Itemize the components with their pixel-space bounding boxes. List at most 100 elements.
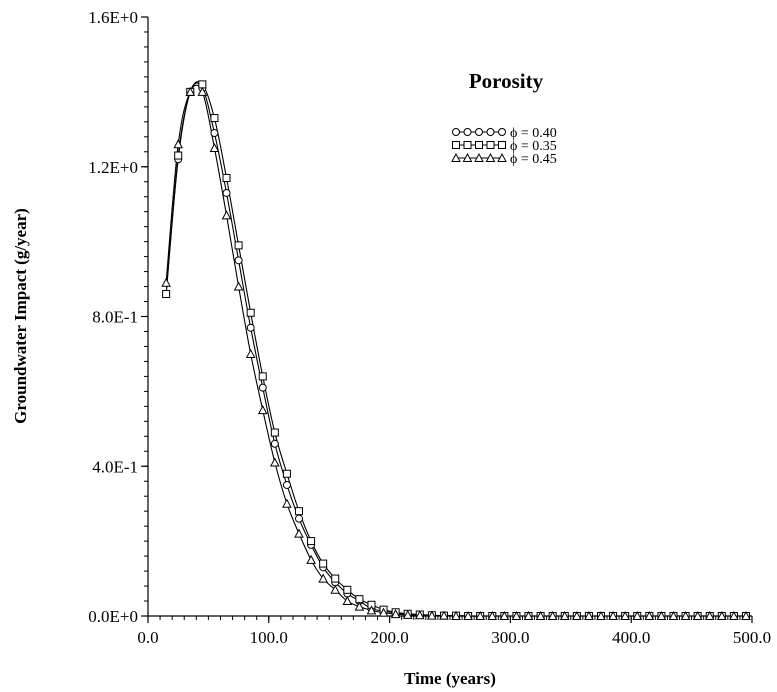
data-point-triangle	[632, 610, 643, 620]
data-point-triangle	[692, 610, 703, 620]
legend-marker-triangle	[474, 152, 484, 162]
data-point-square	[258, 372, 267, 381]
data-point-triangle	[197, 86, 208, 96]
legend-marker-triangle	[485, 152, 496, 162]
legend-marker-circle	[486, 128, 495, 136]
data-point-square	[162, 290, 171, 299]
data-point-triangle	[523, 610, 534, 620]
legend-title: Porosity	[469, 69, 544, 93]
data-point-triangle	[354, 601, 365, 611]
data-point-triangle	[402, 609, 413, 619]
data-point-circle	[258, 383, 267, 392]
legend-marker-square	[498, 141, 506, 149]
x-tick-label: 300.0	[491, 628, 529, 647]
data-point-triangle	[257, 405, 268, 415]
y-tick-label: 8.0E-1	[92, 308, 138, 327]
legend-marker-circle	[452, 128, 460, 136]
x-axis-title: Time (years)	[404, 669, 496, 688]
data-point-triangle	[559, 610, 570, 620]
data-point-triangle	[209, 142, 220, 153]
data-point-circle	[234, 256, 243, 265]
data-point-circle	[210, 129, 219, 138]
y-tick-label: 1.6E+0	[88, 8, 138, 27]
data-point-triangle	[680, 610, 691, 620]
y-tick-label: 4.0E-1	[92, 457, 138, 476]
x-tick-label: 100.0	[250, 628, 288, 647]
data-point-triangle	[644, 610, 655, 620]
data-point-triangle	[511, 610, 522, 620]
data-point-square	[234, 241, 243, 250]
legend-marker-circle	[498, 128, 506, 136]
data-point-triangle	[342, 595, 353, 606]
data-point-triangle	[439, 610, 449, 620]
data-point-triangle	[704, 610, 715, 620]
legend-marker-triangle	[451, 152, 461, 162]
data-point-triangle	[475, 610, 486, 620]
y-tick-label: 0.0E+0	[88, 607, 138, 626]
data-point-triangle	[716, 610, 727, 620]
data-point-triangle	[451, 610, 461, 620]
data-point-triangle	[282, 498, 292, 508]
legend: Porosity ϕ = 0.40ϕ = 0.35ϕ = 0.45	[451, 69, 557, 167]
data-point-square	[222, 173, 231, 182]
data-point-circle	[222, 188, 231, 197]
data-point-circle	[282, 480, 291, 489]
data-point-triangle	[306, 554, 316, 564]
data-point-circle	[270, 439, 279, 448]
x-tick-label: 0.0	[137, 628, 158, 647]
data-point-square	[307, 537, 316, 546]
data-point-square	[270, 428, 279, 437]
data-point-square	[246, 308, 255, 317]
legend-marker-circle	[463, 128, 472, 136]
x-tick-label: 200.0	[370, 628, 408, 647]
data-point-circle	[246, 323, 255, 332]
legend-marker-square	[475, 141, 483, 149]
legend-label: ϕ = 0.45	[510, 152, 557, 167]
data-point-triangle	[584, 610, 594, 620]
data-point-triangle	[487, 610, 498, 620]
data-point-triangle	[318, 573, 328, 583]
x-tick-label: 500.0	[733, 628, 771, 647]
data-point-triangle	[414, 610, 425, 620]
data-point-triangle	[390, 609, 401, 619]
legend-marker-square	[486, 141, 495, 149]
data-point-circle	[295, 514, 303, 523]
data-point-square	[343, 585, 352, 594]
x-tick-label: 400.0	[612, 628, 650, 647]
data-point-triangle	[185, 86, 196, 96]
legend-marker-circle	[475, 128, 483, 136]
plot-area: 0.0E+0 4.0E-1 8.0E-1 1.2E+0 1.6E+0 0.0 100.0 2…	[88, 8, 771, 647]
legend-marker-square	[463, 141, 472, 149]
data-point-triangle	[366, 605, 377, 615]
data-point-triangle	[535, 610, 546, 620]
series-markers	[161, 80, 751, 620]
data-point-triangle	[233, 281, 244, 291]
data-point-square	[210, 114, 219, 123]
data-point-triangle	[173, 139, 184, 149]
data-point-square	[331, 574, 340, 583]
data-point-triangle	[499, 610, 510, 620]
data-point-triangle	[547, 610, 558, 620]
data-point-triangle	[572, 610, 582, 620]
data-point-triangle	[330, 584, 341, 594]
series-line-circle	[165, 82, 746, 617]
data-point-triangle	[270, 457, 280, 467]
data-point-triangle	[656, 610, 667, 620]
data-point-triangle	[668, 610, 679, 620]
legend-label: ϕ = 0.40	[510, 126, 557, 141]
data-point-triangle	[427, 610, 437, 620]
data-point-square	[282, 469, 291, 478]
data-point-triangle	[245, 348, 256, 358]
data-point-square	[174, 151, 183, 160]
data-point-triangle	[741, 610, 751, 620]
data-point-triangle	[620, 610, 630, 620]
legend-marker-triangle	[462, 152, 473, 162]
data-point-triangle	[161, 277, 171, 287]
y-ticks: 0.0E+0 4.0E-1 8.0E-1 1.2E+0 1.6E+0	[88, 8, 148, 626]
legend-label: ϕ = 0.35	[510, 139, 557, 154]
x-ticks: 0.0 100.0 200.0 300.0 400.0 500.0	[137, 616, 771, 647]
series-line-triangle	[165, 84, 746, 617]
legend-marker-square	[452, 141, 460, 149]
data-point-triangle	[729, 610, 739, 620]
